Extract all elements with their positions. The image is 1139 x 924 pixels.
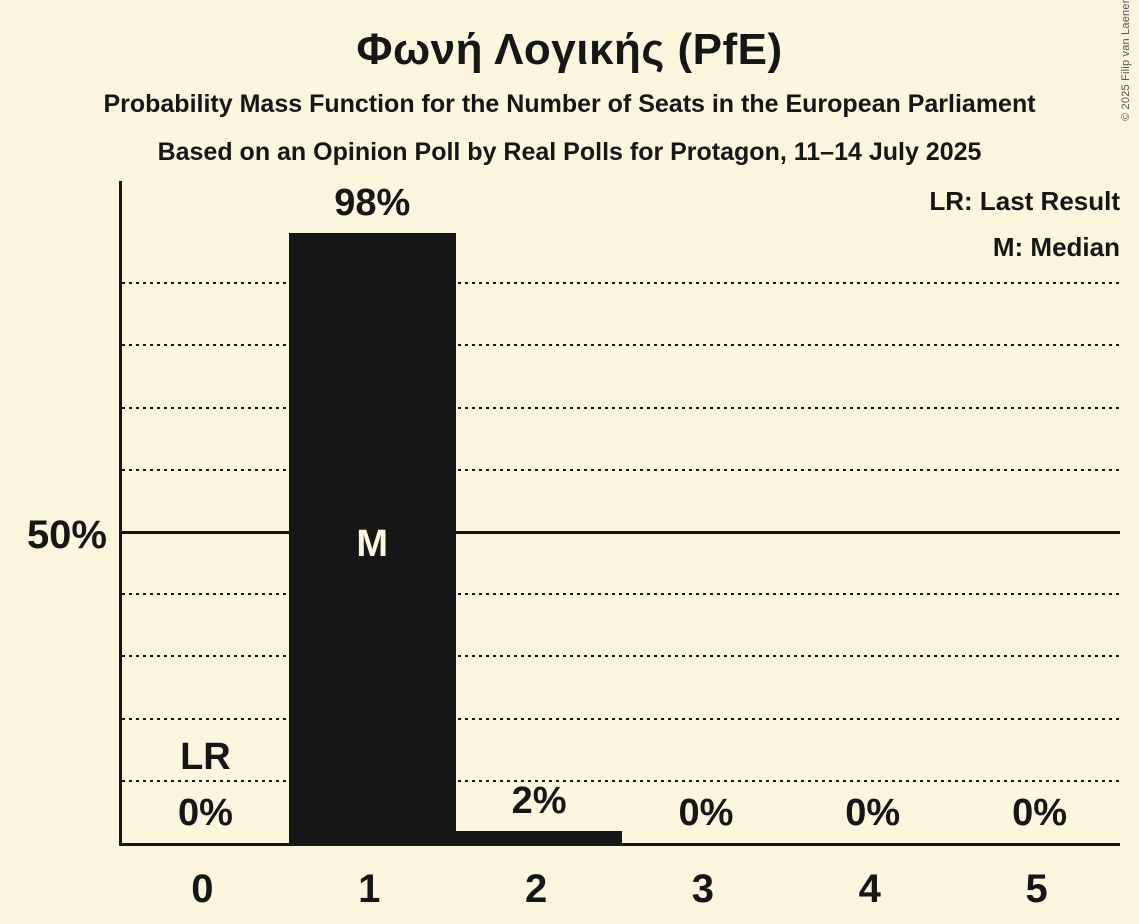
bar-seats-2 <box>455 830 623 843</box>
value-label-seats-0: 0% <box>177 792 233 834</box>
gridline-dotted-90 <box>122 282 1120 285</box>
gridline-dotted-40 <box>122 593 1120 596</box>
median-marker: M <box>356 523 389 565</box>
x-tick-0: 0 <box>191 867 214 911</box>
x-tick-3: 3 <box>691 867 715 911</box>
legend: LR: Last Result M: Median <box>929 184 1120 276</box>
x-tick-1: 1 <box>358 867 381 911</box>
value-label-seats-2: 2% <box>511 779 567 822</box>
value-label-seats-5: 0% <box>1012 792 1068 834</box>
value-label-seats-3: 0% <box>678 792 734 834</box>
gridline-dotted-10 <box>122 779 1120 782</box>
legend-last-result: LR: Last Result <box>929 186 1120 216</box>
subtitle-pmf: Probability Mass Function for the Number… <box>103 90 1036 118</box>
x-tick-4: 4 <box>858 867 881 911</box>
legend-median: M: Median <box>992 232 1120 262</box>
gridline-dotted-20 <box>122 717 1120 720</box>
x-tick-5: 5 <box>1025 867 1048 911</box>
gridline-dotted-30 <box>122 655 1120 658</box>
gridline-dotted-80 <box>122 344 1120 347</box>
y-axis-tick-label: 50% <box>26 513 107 557</box>
x-axis-tick-labels: 0 1 2 3 4 5 <box>119 864 1120 914</box>
gridline-dotted-60 <box>122 468 1120 471</box>
value-label-seats-4: 0% <box>845 792 901 834</box>
page-title: Φωνή Λογικής (PfE) <box>356 25 783 74</box>
bar-seats-1 <box>288 233 456 843</box>
value-label-seats-1: 98% <box>334 182 411 225</box>
subtitle-poll-source: Based on an Opinion Poll by Real Polls f… <box>157 138 982 166</box>
x-tick-2: 2 <box>524 867 548 911</box>
gridline-dotted-70 <box>122 406 1120 409</box>
copyright-note: © 2025 Filip van Laenen <box>1120 0 1132 121</box>
plot-area: 0% 98% 2% 0% 0% 0% LR M <box>119 181 1120 846</box>
last-result-marker: LR <box>180 736 231 778</box>
gridline-solid-50 <box>122 530 1120 534</box>
